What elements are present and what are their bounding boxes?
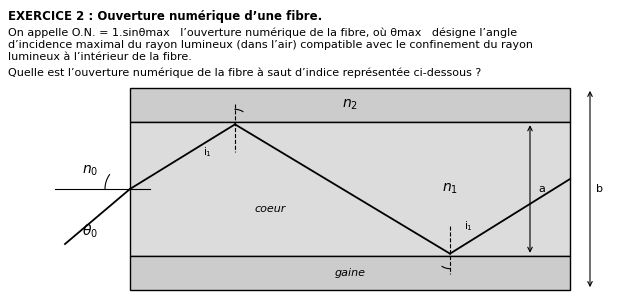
Text: $n_0$: $n_0$ (82, 164, 98, 178)
Text: $n_2$: $n_2$ (342, 98, 358, 112)
Text: b: b (596, 184, 603, 194)
Text: d’incidence maximal du rayon lumineux (dans l’air) compatible avec le confinemen: d’incidence maximal du rayon lumineux (d… (8, 40, 533, 50)
Text: a: a (538, 184, 545, 194)
Text: On appelle O.N. = 1.sinθmax   l’ouverture numérique de la fibre, où θmax   désig: On appelle O.N. = 1.sinθmax l’ouverture … (8, 28, 517, 38)
Text: Quelle est l’ouverture numérique de la fibre à saut d’indice représentée ci-dess: Quelle est l’ouverture numérique de la f… (8, 68, 481, 79)
Text: $\theta_0$: $\theta_0$ (82, 222, 98, 240)
Text: i$_1$: i$_1$ (203, 146, 212, 159)
Text: i$_1$: i$_1$ (463, 219, 473, 233)
Bar (130, 256, 570, 290)
Text: coeur: coeur (254, 204, 285, 214)
Bar (130, 122, 570, 256)
Text: EXERCICE 2 : Ouverture numérique d’une fibre.: EXERCICE 2 : Ouverture numérique d’une f… (8, 10, 322, 23)
Bar (130, 88, 570, 122)
Text: lumineux à l’intérieur de la fibre.: lumineux à l’intérieur de la fibre. (8, 52, 192, 62)
Text: gaine: gaine (334, 268, 366, 278)
Text: $n_1$: $n_1$ (442, 182, 458, 196)
